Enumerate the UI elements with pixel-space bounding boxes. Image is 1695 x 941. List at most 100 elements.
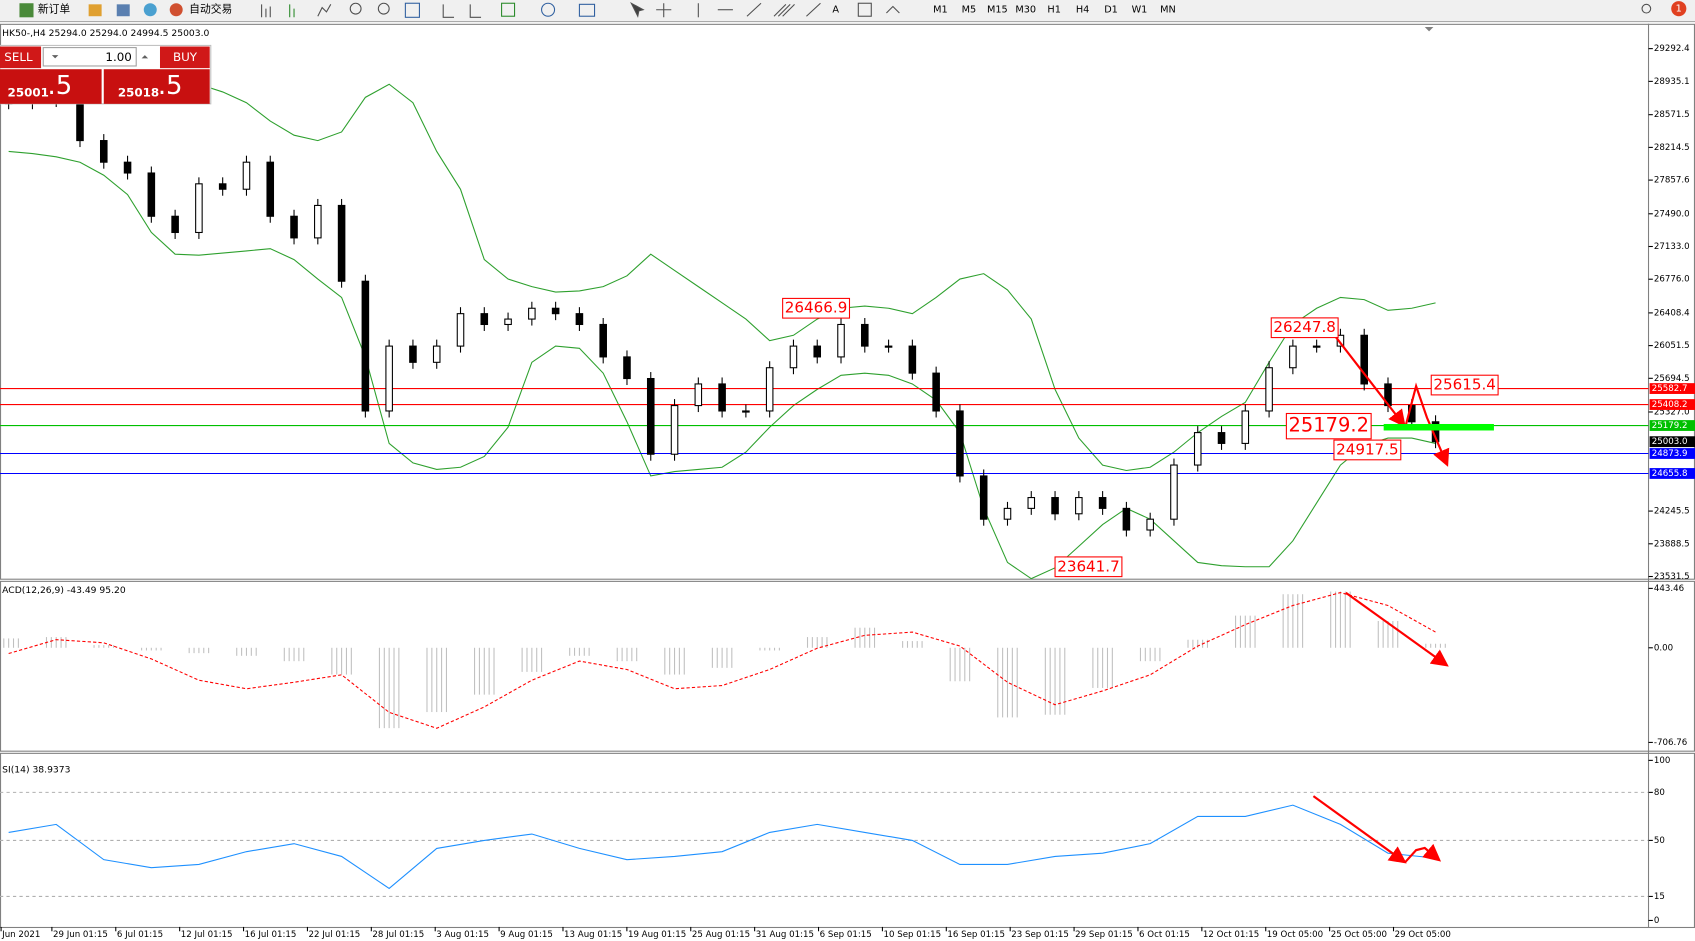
timeframe-button[interactable]: D1 <box>1104 5 1118 16</box>
fibo[interactable] <box>806 2 821 17</box>
candle <box>385 345 393 412</box>
candle <box>432 345 441 363</box>
candle <box>908 345 917 374</box>
y-tick-label: 443.46 <box>1654 584 1684 594</box>
rsi-arrow[interactable] <box>1312 795 1407 864</box>
trend-arrow[interactable] <box>1335 336 1406 428</box>
signal-line <box>8 592 1436 729</box>
timeframe-button[interactable]: M30 <box>1015 5 1036 16</box>
candle <box>337 204 346 282</box>
auto-trading-button[interactable]: 自动交易 <box>189 2 232 16</box>
zoom-in[interactable] <box>349 2 362 15</box>
scroll[interactable] <box>442 4 455 18</box>
channel[interactable] <box>773 3 795 17</box>
y-tick-label: 29292.4 <box>1654 44 1690 54</box>
icon[interactable] <box>88 4 102 17</box>
indicators[interactable] <box>501 2 516 17</box>
lot-up[interactable] <box>141 55 149 59</box>
sell-label: SELL <box>4 50 33 64</box>
candle <box>575 313 584 326</box>
x-tick-label: 12 Oct 01:15 <box>1203 930 1259 940</box>
candle <box>932 372 940 412</box>
icon[interactable] <box>143 3 157 17</box>
new-order-icon[interactable] <box>19 3 34 18</box>
timeframe-button[interactable]: M1 <box>933 5 948 16</box>
annotation-box <box>1054 556 1123 578</box>
candle <box>99 140 108 163</box>
candle <box>1146 518 1154 531</box>
timeframe-button[interactable]: MN <box>1160 5 1176 16</box>
templates[interactable] <box>578 3 596 17</box>
candle <box>765 367 774 412</box>
annotation: 26466.9 <box>785 299 848 317</box>
trend-arrow[interactable] <box>1404 382 1450 467</box>
cursor[interactable] <box>630 1 645 18</box>
candle <box>76 99 84 142</box>
candle <box>1360 334 1368 385</box>
timeframe-button[interactable]: H4 <box>1076 5 1089 16</box>
rsi-line <box>8 804 1436 890</box>
sell-button[interactable] <box>0 46 42 69</box>
ask-box[interactable] <box>103 69 210 104</box>
periods[interactable] <box>541 2 556 17</box>
tile[interactable] <box>404 2 420 18</box>
y-tick-label: 24245.5 <box>1654 507 1690 517</box>
crosshair[interactable] <box>656 3 672 18</box>
bid-box[interactable] <box>0 69 102 104</box>
annotation: 25179.2 <box>1289 414 1369 437</box>
candle <box>147 172 156 217</box>
icon[interactable] <box>116 4 130 17</box>
drawings <box>1312 336 1450 864</box>
candle-tool[interactable] <box>289 4 295 18</box>
timeframe-button[interactable]: M15 <box>987 5 1008 16</box>
bar-chart-tool[interactable] <box>261 4 271 18</box>
candle <box>551 307 560 315</box>
y-tick-label: 27133.0 <box>1654 242 1690 252</box>
pane-title: SI(14) 38.9373 <box>2 765 70 776</box>
x-tick-label: 6 Oct 01:15 <box>1139 930 1190 940</box>
buy-button[interactable] <box>159 46 210 69</box>
candle <box>1051 497 1059 515</box>
shift[interactable] <box>469 4 482 18</box>
lot-input[interactable] <box>42 47 137 67</box>
search[interactable] <box>1641 3 1652 14</box>
green-zone[interactable] <box>1383 423 1494 431</box>
x-tick-label: 10 Sep 01:15 <box>883 930 941 940</box>
y-tick-label: 15 <box>1654 892 1665 902</box>
macd-arrow[interactable] <box>1345 591 1449 667</box>
trade-panel: SELL 1.00 BUY 25001 .5 25018 .5 <box>0 44 212 105</box>
ask-tail: .5 <box>158 71 183 101</box>
ask-price: 25018 <box>118 86 159 100</box>
candle <box>718 383 726 412</box>
arrows-tool[interactable] <box>886 5 900 14</box>
text-tool[interactable]: A <box>832 5 839 16</box>
line-tool[interactable] <box>317 4 332 17</box>
candle <box>670 405 679 455</box>
candle <box>646 377 655 455</box>
price-level-box <box>1649 448 1695 459</box>
annotation: 25615.4 <box>1433 376 1496 394</box>
candle <box>218 183 227 190</box>
candle <box>1027 497 1036 509</box>
timeframe-button[interactable]: W1 <box>1132 5 1148 16</box>
y-tick-label: 27490.0 <box>1654 209 1690 219</box>
lot-down[interactable] <box>51 55 59 59</box>
y-tick-label: -706.76 <box>1654 738 1687 748</box>
price-level-label: 24655.8 <box>1652 469 1688 479</box>
candle <box>837 323 845 358</box>
label-tool[interactable] <box>857 2 872 17</box>
y-tick-label: 26051.5 <box>1654 341 1690 351</box>
timeframe-button[interactable]: H1 <box>1047 5 1060 16</box>
trendline[interactable] <box>746 2 762 17</box>
auto-trading-icon[interactable] <box>169 3 183 17</box>
y-tick-label: 23531.5 <box>1654 572 1690 582</box>
price-level-box <box>1649 420 1695 431</box>
timeframe-button[interactable]: M5 <box>962 5 977 16</box>
candle <box>361 280 370 412</box>
new-order-button[interactable]: 新订单 <box>38 2 71 16</box>
notification-badge[interactable] <box>1671 1 1687 17</box>
zoom-out[interactable] <box>377 2 390 15</box>
x-tick-label: 29 Oct 05:00 <box>1395 930 1451 940</box>
rsi-arrow[interactable] <box>1404 843 1442 863</box>
